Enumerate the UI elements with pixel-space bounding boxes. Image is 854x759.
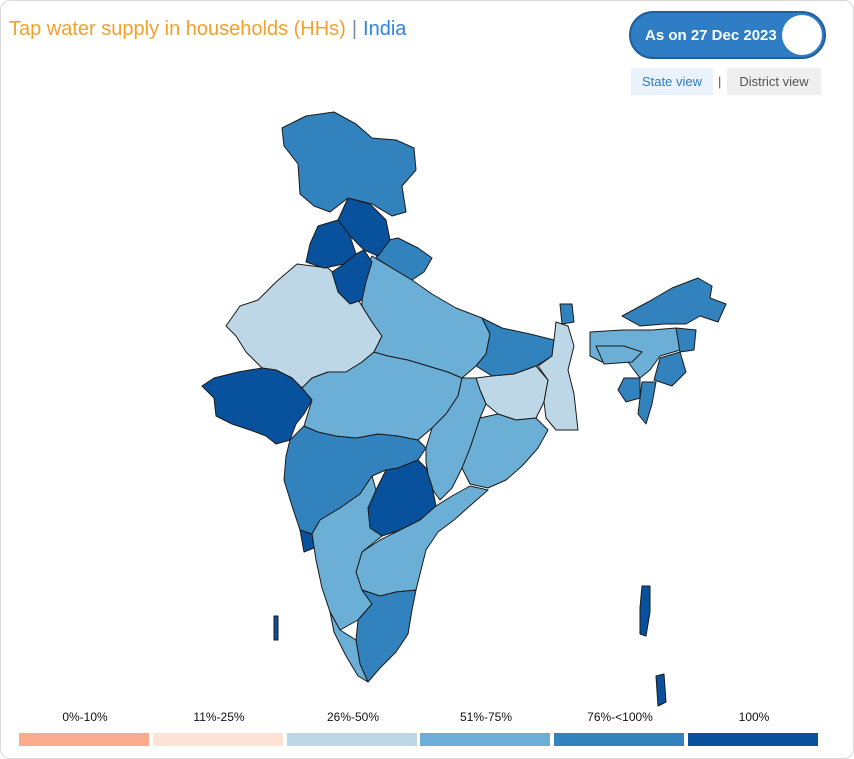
legend-swatch-76-99[interactable]	[554, 733, 684, 746]
region-jharkhand[interactable]	[475, 365, 549, 421]
region-kerala[interactable]	[329, 611, 369, 683]
region-name: India	[363, 18, 407, 40]
region-uttarakhand[interactable]	[375, 237, 433, 281]
legend-label-51-75: 51%-75%	[459, 710, 513, 724]
region-nagaland[interactable]	[675, 327, 697, 353]
date-toggle[interactable]: As on 27 Dec 2023	[629, 11, 826, 59]
legend-swatch-100[interactable]	[688, 733, 818, 746]
region-chhattisgarh[interactable]	[425, 377, 487, 501]
title-separator: |	[351, 18, 358, 40]
view-switch-separator: |	[718, 74, 722, 89]
toggle-knob[interactable]	[782, 15, 822, 55]
region-arunachal-pradesh[interactable]	[621, 277, 727, 327]
region-mizoram[interactable]	[637, 381, 657, 425]
district-view-button[interactable]: District view	[727, 68, 821, 95]
region-tripura[interactable]	[617, 377, 641, 403]
region-manipur[interactable]	[653, 351, 687, 387]
page-title: Tap water supply in households (HHs) | Ind…	[9, 18, 406, 41]
legend-label-100: 100%	[738, 710, 770, 724]
legend-label-0-10: 0%-10%	[62, 710, 108, 724]
legend-swatch-0-10[interactable]	[19, 733, 149, 746]
region-meghalaya[interactable]	[595, 345, 643, 365]
region-andaman-nicobar-south[interactable]	[655, 673, 667, 707]
region-jammu-kashmir-ladakh[interactable]	[281, 111, 417, 217]
region-tamil-nadu[interactable]	[355, 589, 417, 683]
region-andaman-nicobar[interactable]	[639, 585, 651, 637]
region-haryana[interactable]	[331, 249, 373, 305]
region-uttar-pradesh[interactable]	[361, 255, 491, 379]
legend-label-11-25: 11%-25%	[193, 710, 245, 724]
legend-label-26-50: 26%-50%	[326, 710, 380, 724]
legend-swatch-26-50[interactable]	[287, 733, 417, 746]
date-toggle-label: As on 27 Dec 2023	[645, 27, 777, 44]
legend-swatch-11-25[interactable]	[153, 733, 283, 746]
region-west-bengal[interactable]	[537, 321, 579, 431]
legend-label-76-99: 76%-<100%	[587, 710, 653, 724]
region-lakshadweep[interactable]	[273, 615, 279, 641]
region-gujarat[interactable]	[201, 367, 313, 445]
region-goa[interactable]	[299, 529, 315, 553]
legend-swatch-51-75[interactable]	[420, 733, 550, 746]
region-sikkim[interactable]	[559, 303, 575, 325]
title-text: Tap water supply in households (HHs)	[9, 18, 346, 40]
state-view-button[interactable]: State view	[631, 68, 713, 95]
